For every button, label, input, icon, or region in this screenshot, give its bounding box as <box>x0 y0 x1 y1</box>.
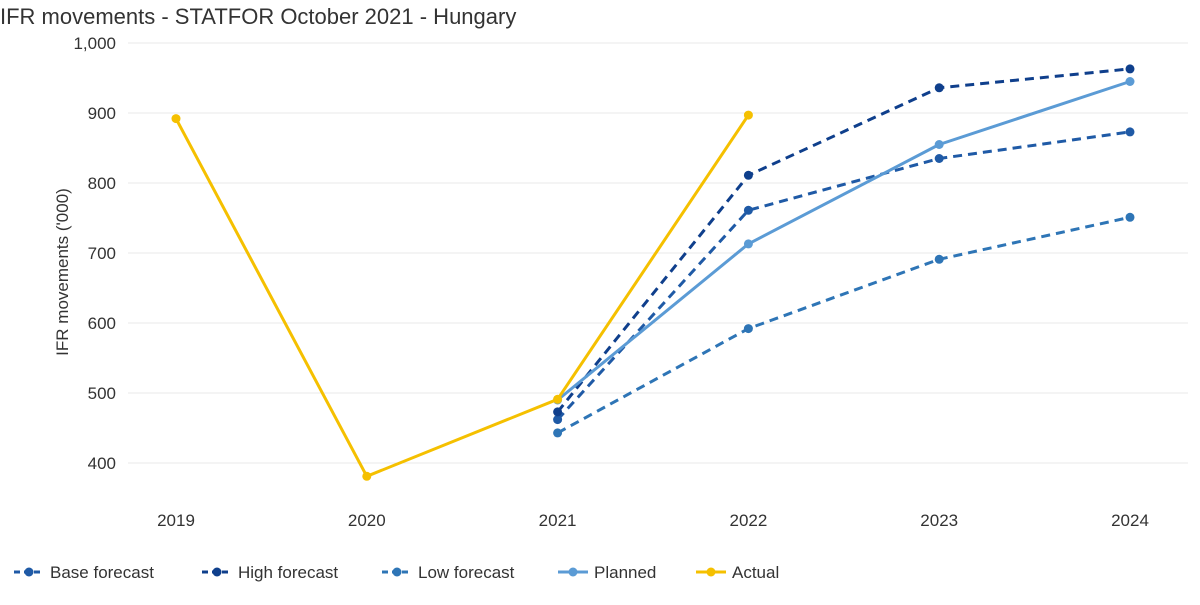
y-tick-label: 1,000 <box>73 34 116 53</box>
series-base-forecast <box>553 127 1135 425</box>
data-point <box>934 254 944 264</box>
series-high-forecast <box>553 64 1135 417</box>
data-point <box>553 415 563 425</box>
series-low-forecast <box>553 212 1135 438</box>
y-axis-label: IFR movements ('000) <box>53 188 72 356</box>
legend-item: Base forecast <box>14 563 154 582</box>
data-point <box>1125 77 1135 86</box>
data-point <box>934 140 944 149</box>
data-point <box>743 239 753 249</box>
data-point <box>553 394 563 404</box>
legend-item: Actual <box>696 563 779 582</box>
series-line <box>556 130 1131 421</box>
series-line <box>174 114 750 478</box>
series-line <box>556 80 1131 402</box>
data-point <box>934 154 944 163</box>
series-planned <box>553 77 1135 405</box>
y-tick-label: 600 <box>88 314 116 333</box>
legend-label: Base forecast <box>50 563 154 582</box>
data-point <box>934 83 944 93</box>
legend-label: High forecast <box>238 563 338 582</box>
legend-label: Planned <box>594 563 656 582</box>
data-point <box>553 428 563 438</box>
data-point <box>1125 127 1135 137</box>
data-point <box>1125 212 1135 222</box>
y-tick-label: 900 <box>88 104 116 123</box>
legend-label: Actual <box>732 563 779 582</box>
data-point <box>1125 64 1135 74</box>
y-tick-label: 700 <box>88 244 116 263</box>
series-actual <box>171 110 753 481</box>
x-tick-label: 2019 <box>157 511 195 530</box>
x-tick-label: 2024 <box>1111 511 1149 530</box>
data-point <box>362 471 372 481</box>
legend: Base forecast High forecast Low forecast Pl… <box>14 563 779 582</box>
data-point <box>743 110 753 120</box>
legend-item: Planned <box>558 563 656 582</box>
x-tick-label: 2021 <box>539 511 577 530</box>
y-tick-label: 500 <box>88 384 116 403</box>
legend-swatch-dot <box>392 567 402 577</box>
legend-swatch-dot <box>706 567 716 577</box>
y-axis-ticks: 400 500 600 700 800 900 1,000 <box>73 34 116 473</box>
legend-swatch-dot <box>212 567 222 577</box>
data-point <box>743 170 753 180</box>
y-tick-label: 800 <box>88 174 116 193</box>
gridlines <box>128 42 1188 464</box>
series-line <box>556 67 1131 413</box>
series-layer <box>171 64 1135 481</box>
x-tick-label: 2020 <box>348 511 386 530</box>
x-tick-label: 2023 <box>920 511 958 530</box>
legend-swatch-dot <box>568 567 578 577</box>
legend-swatch-dot <box>24 567 34 577</box>
legend-label: Low forecast <box>418 563 515 582</box>
legend-item: High forecast <box>202 563 338 582</box>
data-point <box>553 407 563 417</box>
x-tick-label: 2022 <box>729 511 767 530</box>
y-tick-label: 400 <box>88 454 116 473</box>
series-line <box>556 215 1131 435</box>
chart-title: IFR movements - STATFOR October 2021 - H… <box>0 4 516 29</box>
data-point <box>743 324 753 334</box>
data-point <box>743 205 753 215</box>
x-axis-ticks: 2019 2020 2021 2022 2023 2024 <box>157 511 1149 530</box>
data-point <box>171 114 181 124</box>
legend-item: Low forecast <box>382 563 515 582</box>
